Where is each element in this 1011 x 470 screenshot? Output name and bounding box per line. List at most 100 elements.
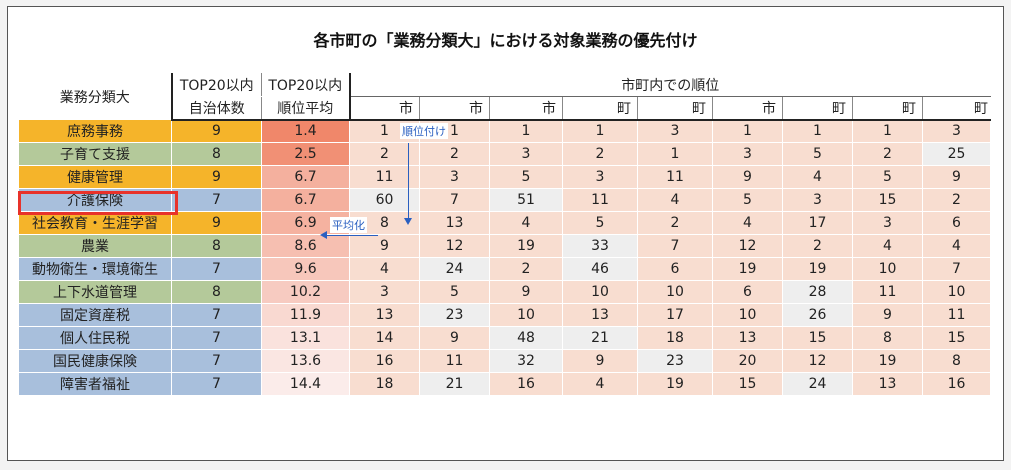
count-cell: 7: [171, 349, 262, 373]
rank-cell: 5: [562, 211, 638, 235]
table-row: 社会教育・生涯学習 9 6.9 8 13 4 5 2 4 17 3 6: [18, 211, 991, 235]
rank-cell: 16: [922, 372, 991, 396]
average-rank-cell: 6.7: [261, 165, 350, 189]
rank-cell: 19: [782, 257, 853, 281]
highlight-box: [18, 191, 178, 215]
rank-cell: 3: [782, 188, 853, 212]
header-municipality: 町: [562, 96, 638, 121]
rank-cell: 15: [782, 326, 853, 350]
count-cell: 8: [171, 280, 262, 304]
rank-cell: 10: [489, 303, 563, 327]
rank-cell: 32: [489, 349, 563, 373]
rank-cell: 19: [712, 257, 783, 281]
rank-cell: 23: [419, 303, 490, 327]
rank-cell: 3: [349, 280, 420, 304]
slide-frame: 各市町の「業務分類大」における対象業務の優先付け 業務分類大 TOP20以内 T…: [7, 6, 1004, 461]
rank-cell: 11: [562, 188, 638, 212]
rank-cell: 23: [637, 349, 713, 373]
rank-cell: 2: [852, 142, 923, 166]
count-cell: 8: [171, 234, 262, 258]
rank-cell: 3: [637, 119, 713, 143]
rank-cell: 2: [349, 142, 420, 166]
rank-cell: 13: [349, 303, 420, 327]
rank-cell: 2: [419, 142, 490, 166]
table-row: 庶務事務 9 1.4 1 1 1 1 3 1 1 1 3: [18, 119, 991, 143]
rank-cell: 21: [562, 326, 638, 350]
rank-cell: 5: [419, 280, 490, 304]
rank-cell: 13: [419, 211, 490, 235]
rank-cell: 1: [712, 119, 783, 143]
table-row: 固定資産税 7 11.9 13 23 10 13 17 10 26 9 11: [18, 303, 991, 327]
header-municipality: 町: [782, 96, 853, 121]
rank-cell: 11: [922, 303, 991, 327]
average-rank-cell: 11.9: [261, 303, 350, 327]
rank-cell: 13: [852, 372, 923, 396]
count-cell: 7: [171, 326, 262, 350]
category-cell: 固定資産税: [18, 303, 172, 327]
count-cell: 7: [171, 372, 262, 396]
header-category: 業務分類大: [18, 73, 173, 120]
category-cell: 庶務事務: [18, 119, 172, 143]
average-rank-cell: 1.4: [261, 119, 350, 143]
rank-cell: 19: [489, 234, 563, 258]
rank-cell: 13: [712, 326, 783, 350]
count-cell: 8: [171, 142, 262, 166]
rank-cell: 10: [562, 280, 638, 304]
rank-cell: 3: [489, 142, 563, 166]
rank-cell: 3: [852, 211, 923, 235]
rank-cell: 3: [419, 165, 490, 189]
table-row: 動物衛生・環境衛生 7 9.6 4 24 2 46 6 19 19 10 7: [18, 257, 991, 281]
rank-cell: 11: [852, 280, 923, 304]
category-cell: 健康管理: [18, 165, 172, 189]
rank-cell: 7: [419, 188, 490, 212]
category-cell: 農業: [18, 234, 172, 258]
header-municipality: 町: [922, 96, 991, 121]
rank-cell: 2: [782, 234, 853, 258]
rank-cell: 11: [419, 349, 490, 373]
rank-cell: 9: [419, 326, 490, 350]
rank-cell: 16: [489, 372, 563, 396]
header-municipality: 市: [419, 96, 490, 121]
count-cell: 9: [171, 165, 262, 189]
rank-cell: 8: [852, 326, 923, 350]
rank-cell: 12: [712, 234, 783, 258]
rank-cell: 7: [637, 234, 713, 258]
rank-cell: 18: [349, 372, 420, 396]
page-title: 各市町の「業務分類大」における対象業務の優先付け: [313, 31, 698, 50]
table-row: 上下水道管理 8 10.2 3 5 9 10 10 6 28 11 10: [18, 280, 991, 304]
rank-cell: 18: [637, 326, 713, 350]
rank-cell: 4: [562, 372, 638, 396]
rank-cell: 6: [922, 211, 991, 235]
rank-cell: 10: [922, 280, 991, 304]
rank-cell: 1: [637, 142, 713, 166]
average-rank-cell: 13.6: [261, 349, 350, 373]
rank-cell: 5: [852, 165, 923, 189]
average-rank-cell: 2.5: [261, 142, 350, 166]
rank-cell: 60: [349, 188, 420, 212]
header-avg-line2: 順位平均: [261, 96, 351, 121]
rank-cell: 14: [349, 326, 420, 350]
count-cell: 7: [171, 257, 262, 281]
header-municipality: 町: [852, 96, 923, 121]
header-count-line1: TOP20以内: [171, 73, 262, 97]
rank-cell: 3: [922, 119, 991, 143]
rank-cell: 1: [489, 119, 563, 143]
rank-cell: 26: [782, 303, 853, 327]
average-rank-cell: 8.6: [261, 234, 350, 258]
rank-cell: 17: [637, 303, 713, 327]
rank-cell: 33: [562, 234, 638, 258]
rank-cell: 5: [489, 165, 563, 189]
rank-cell: 19: [852, 349, 923, 373]
rank-cell: 2: [562, 142, 638, 166]
rank-cell: 51: [489, 188, 563, 212]
rank-cell: 9: [349, 234, 420, 258]
average-rank-cell: 9.6: [261, 257, 350, 281]
rank-cell: 6: [637, 257, 713, 281]
header-avg-line1: TOP20以内: [261, 73, 351, 97]
rank-cell: 20: [712, 349, 783, 373]
average-rank-cell: 13.1: [261, 326, 350, 350]
table-row: 障害者福祉 7 14.4 18 21 16 4 19 15 24 13 16: [18, 372, 991, 396]
averaging-label: 平均化: [330, 217, 367, 233]
ranking-label: 順位付け: [400, 123, 448, 139]
rank-cell: 28: [782, 280, 853, 304]
